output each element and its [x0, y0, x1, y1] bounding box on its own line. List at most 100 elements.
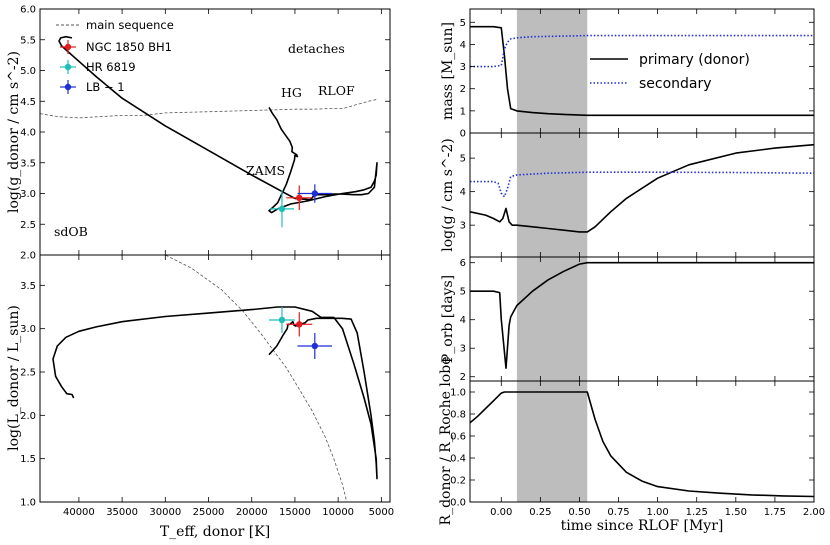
y-tick-label: 0.2 — [450, 476, 466, 487]
x-tick-label: 40000 — [63, 507, 95, 518]
y-tick-label: 3 — [460, 221, 466, 232]
rroche-panel: 0.0 0.2 0.4 0.6 0.8 1.0 0.00 0.25 0.50 0.75 1.00 1… — [438, 357, 825, 534]
x-tick-label: 0.50 — [568, 507, 590, 518]
x-tick-label: 15000 — [279, 507, 311, 518]
x-tick-label: 10000 — [322, 507, 354, 518]
x-tick-label: 35000 — [106, 507, 138, 518]
y-tick-label: 0.4 — [450, 454, 466, 465]
y-tick-label: 0 — [460, 129, 466, 140]
legend-hr6819-marker — [64, 63, 72, 71]
y-tick-label: 2.5 — [20, 368, 36, 379]
star-marker-lb-1 — [311, 190, 319, 197]
porb-panel: 2 3 4 5 6 P_orb [days] — [440, 256, 815, 383]
mass-y-axis-label: mass [M_sun] — [440, 22, 456, 120]
y-tick-label: 4 — [460, 315, 466, 326]
x-tick-label: 1.25 — [686, 507, 708, 518]
x-tick-label: 20000 — [236, 507, 268, 518]
y-tick-label: 2 — [460, 84, 466, 95]
logg-secondary-line — [470, 171, 814, 198]
hrd-evolution-track — [52, 306, 378, 480]
y-tick-label: 1.0 — [450, 388, 466, 399]
rroche-y-axis-label: R_donor / R_Roche lobe — [438, 357, 454, 526]
x-tick-label: 1.75 — [764, 507, 786, 518]
y-tick-label: 0.8 — [450, 410, 466, 421]
time-x-axis: 0.00 0.25 0.50 0.75 1.00 1.25 1.50 1.75 2.00 — [490, 507, 825, 518]
mass-legend: primary (donor) secondary — [590, 52, 750, 92]
y-tick-label: 5.5 — [20, 35, 36, 46]
legend-primary-label: primary (donor) — [639, 52, 750, 68]
y-tick-label: 6.0 — [20, 5, 36, 16]
kiel-panel: 2.0 2.5 3.0 3.5 4.0 4.5 5.0 5.5 6.0 log(g_donor … — [6, 5, 391, 262]
annotation-detaches: detaches — [288, 41, 345, 56]
rroche-frame — [469, 380, 815, 503]
hrd-x-axis: 40000 35000 30000 25000 20000 15000 10000 5000 — [63, 255, 394, 518]
y-tick-label: 2.0 — [20, 411, 36, 422]
y-tick-label: 1.0 — [20, 498, 36, 509]
mass-y-axis: 0 1 2 3 4 5 — [460, 9, 815, 140]
annotation-hg: HG — [281, 85, 302, 100]
y-tick-label: 3.0 — [20, 324, 36, 335]
porb-y-axis-label: P_orb [days] — [440, 275, 456, 363]
legend-ngc1850-label: NGC 1850 BH1 — [86, 40, 172, 54]
kiel-legend: main sequence NGC 1850 BH1 HR 6819 LB − … — [56, 18, 174, 94]
annotation-zams: ZAMS — [246, 163, 285, 178]
hrd-frame — [39, 254, 391, 503]
x-tick-label: 25000 — [193, 507, 225, 518]
kiel-annotations: detaches HG RLOF ZAMS sdOB — [54, 41, 355, 239]
mass-panel: 0 1 2 3 4 5 mass [M_sun] primary (donor) seco… — [440, 8, 815, 140]
porb-y-axis: 2 3 4 5 6 — [460, 257, 815, 383]
logg-primary-line — [470, 143, 814, 233]
logg-y-axis: 3 4 5 — [460, 133, 815, 257]
legend-hr6819-label: HR 6819 — [86, 60, 136, 74]
legend-ngc1850-marker — [64, 43, 72, 51]
y-tick-label: 4.0 — [20, 128, 36, 139]
y-tick-label: 3 — [460, 344, 466, 355]
y-tick-label: 4.5 — [20, 97, 36, 108]
kiel-y-axis: 2.0 2.5 3.0 3.5 4.0 4.5 5.0 5.5 6.0 — [20, 5, 390, 262]
y-tick-label: 0.0 — [450, 498, 466, 509]
y-tick-label: 2 — [460, 372, 466, 383]
rroche-shaded-region — [516, 381, 588, 502]
star-marker-ngc-1850-bh1 — [296, 194, 303, 202]
y-tick-label: 6 — [460, 258, 466, 269]
y-tick-label: 3 — [460, 62, 466, 73]
star-marker-hr-6819 — [278, 205, 286, 213]
kiel-plot-area — [40, 35, 378, 228]
y-tick-label: 5 — [460, 18, 466, 29]
rroche-y-axis: 0.0 0.2 0.4 0.6 0.8 1.0 — [450, 381, 815, 509]
x-tick-label: 1.00 — [647, 507, 669, 518]
hrd-y-axis: 1.0 1.5 2.0 2.5 3.0 3.5 — [20, 281, 390, 509]
y-tick-label: 4 — [460, 40, 466, 51]
hrd-y-axis-label: log(L_donor / L_sun) — [6, 305, 22, 451]
x-tick-label: 30000 — [149, 507, 181, 518]
y-tick-label: 2.0 — [20, 251, 36, 262]
y-tick-label: 1.5 — [20, 454, 36, 465]
y-tick-label: 3.5 — [20, 158, 36, 169]
star-marker-lb-1 — [311, 342, 319, 350]
y-tick-label: 3.5 — [20, 281, 36, 292]
logg-y-axis-label: log(g / cm s^-2) — [440, 138, 456, 252]
legend-lb1-label: LB − 1 — [86, 80, 125, 94]
legend-lb1-marker — [64, 83, 72, 91]
rroche-plot-area — [470, 381, 814, 502]
hrd-plot-area — [52, 255, 378, 502]
hrd-x-axis-label: T_eff, donor [K] — [160, 524, 270, 540]
y-tick-label: 0.6 — [450, 432, 466, 443]
porb-plot-area — [470, 257, 814, 381]
mass-secondary-line — [470, 34, 814, 68]
x-tick-label: 2.00 — [803, 507, 825, 518]
annotation-rlof: RLOF — [318, 83, 355, 98]
annotation-sdob: sdOB — [54, 224, 88, 239]
x-tick-label: 5000 — [369, 507, 394, 518]
logg-panel: 3 4 5 log(g / cm s^-2) — [440, 132, 815, 258]
star-marker-hr-6819 — [278, 316, 286, 324]
x-tick-label: 0.00 — [490, 507, 512, 518]
mass-primary-line — [470, 25, 814, 117]
kiel-y-axis-label: log(g_donor / cm s^-2) — [6, 51, 22, 213]
time-x-axis-label: time since RLOF [Myr] — [561, 518, 724, 534]
y-tick-label: 4 — [460, 187, 466, 198]
logg-shaded-region — [516, 133, 588, 257]
y-tick-label: 3.0 — [20, 189, 36, 200]
y-tick-label: 1 — [460, 106, 466, 117]
